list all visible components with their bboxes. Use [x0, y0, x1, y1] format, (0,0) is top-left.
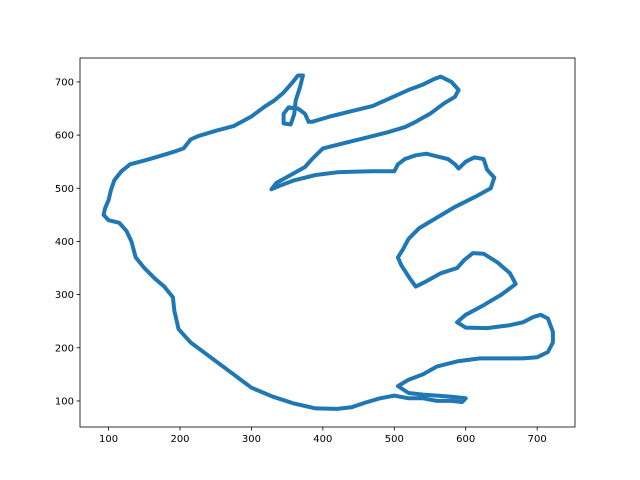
x-tick-label: 500	[385, 434, 404, 445]
y-tick-label: 100	[55, 396, 74, 407]
y-tick-label: 400	[55, 237, 74, 248]
y-tick-label: 700	[55, 77, 74, 88]
y-tick-label: 500	[55, 184, 74, 195]
outline-line	[101, 73, 555, 411]
x-tick-label: 100	[99, 434, 118, 445]
x-tick-label: 300	[242, 434, 261, 445]
x-tick-label: 200	[170, 434, 189, 445]
y-tick-label: 600	[55, 131, 74, 142]
x-tick-label: 700	[528, 434, 547, 445]
plot-frame	[79, 57, 576, 428]
x-tick-label: 400	[313, 434, 332, 445]
x-tick-label: 600	[456, 434, 475, 445]
y-tick-label: 200	[55, 343, 74, 354]
y-tick-label: 300	[55, 290, 74, 301]
